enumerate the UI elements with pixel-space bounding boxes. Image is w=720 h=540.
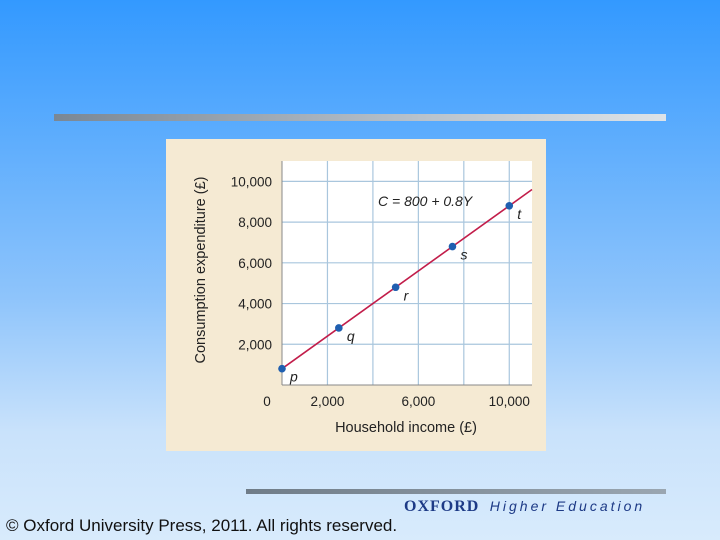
data-point-p [278,364,286,373]
point-label-r: r [404,287,410,303]
point-label-t: t [517,206,522,222]
data-point-s [448,242,457,251]
point-label-s: s [460,247,467,263]
x-tick-label-0: 0 [263,394,271,409]
top-divider [54,114,666,121]
consumption-chart: 0 2,000 6,000 10,000 2,000 4,000 6,000 8,000 10,… [193,161,533,436]
brand-higher-education: Higher Education [489,498,646,514]
point-label-p: p [289,369,298,385]
brand-oxford: OXFORD [404,498,480,515]
data-points: p q r s t [278,202,522,385]
equation-label: C = 800 + 0.8Y [378,193,474,209]
y-tick-label-0: 2,000 [238,337,272,352]
consumption-function-line [281,188,533,370]
bottom-divider [246,489,666,494]
x-tick-label-1: 2,000 [311,394,345,409]
tick-labels: 0 2,000 6,000 10,000 2,000 4,000 6,000 8,000 10,… [231,174,530,409]
x-tick-label-2: 6,000 [401,394,435,409]
publisher-logo: OXFORD Higher Education [404,498,645,516]
data-point-r [391,283,400,292]
grid [282,161,532,385]
y-tick-label-3: 8,000 [238,215,272,230]
y-axis-title: Consumption expenditure (£) [193,177,209,364]
y-tick-label-1: 4,000 [238,297,272,312]
x-tick-label-3: 10,000 [489,394,530,409]
y-tick-label-4: 10,000 [231,174,272,189]
point-label-q: q [347,328,355,344]
data-point-t [505,202,514,210]
chart-panel: 0 2,000 6,000 10,000 2,000 4,000 6,000 8,000 10,… [166,139,546,451]
x-axis-title: Household income (£) [335,420,477,436]
copyright-notice: © Oxford University Press, 2011. All rig… [6,516,398,535]
data-point-q [335,324,343,332]
y-tick-label-2: 6,000 [238,256,272,271]
plot-area [282,161,532,385]
